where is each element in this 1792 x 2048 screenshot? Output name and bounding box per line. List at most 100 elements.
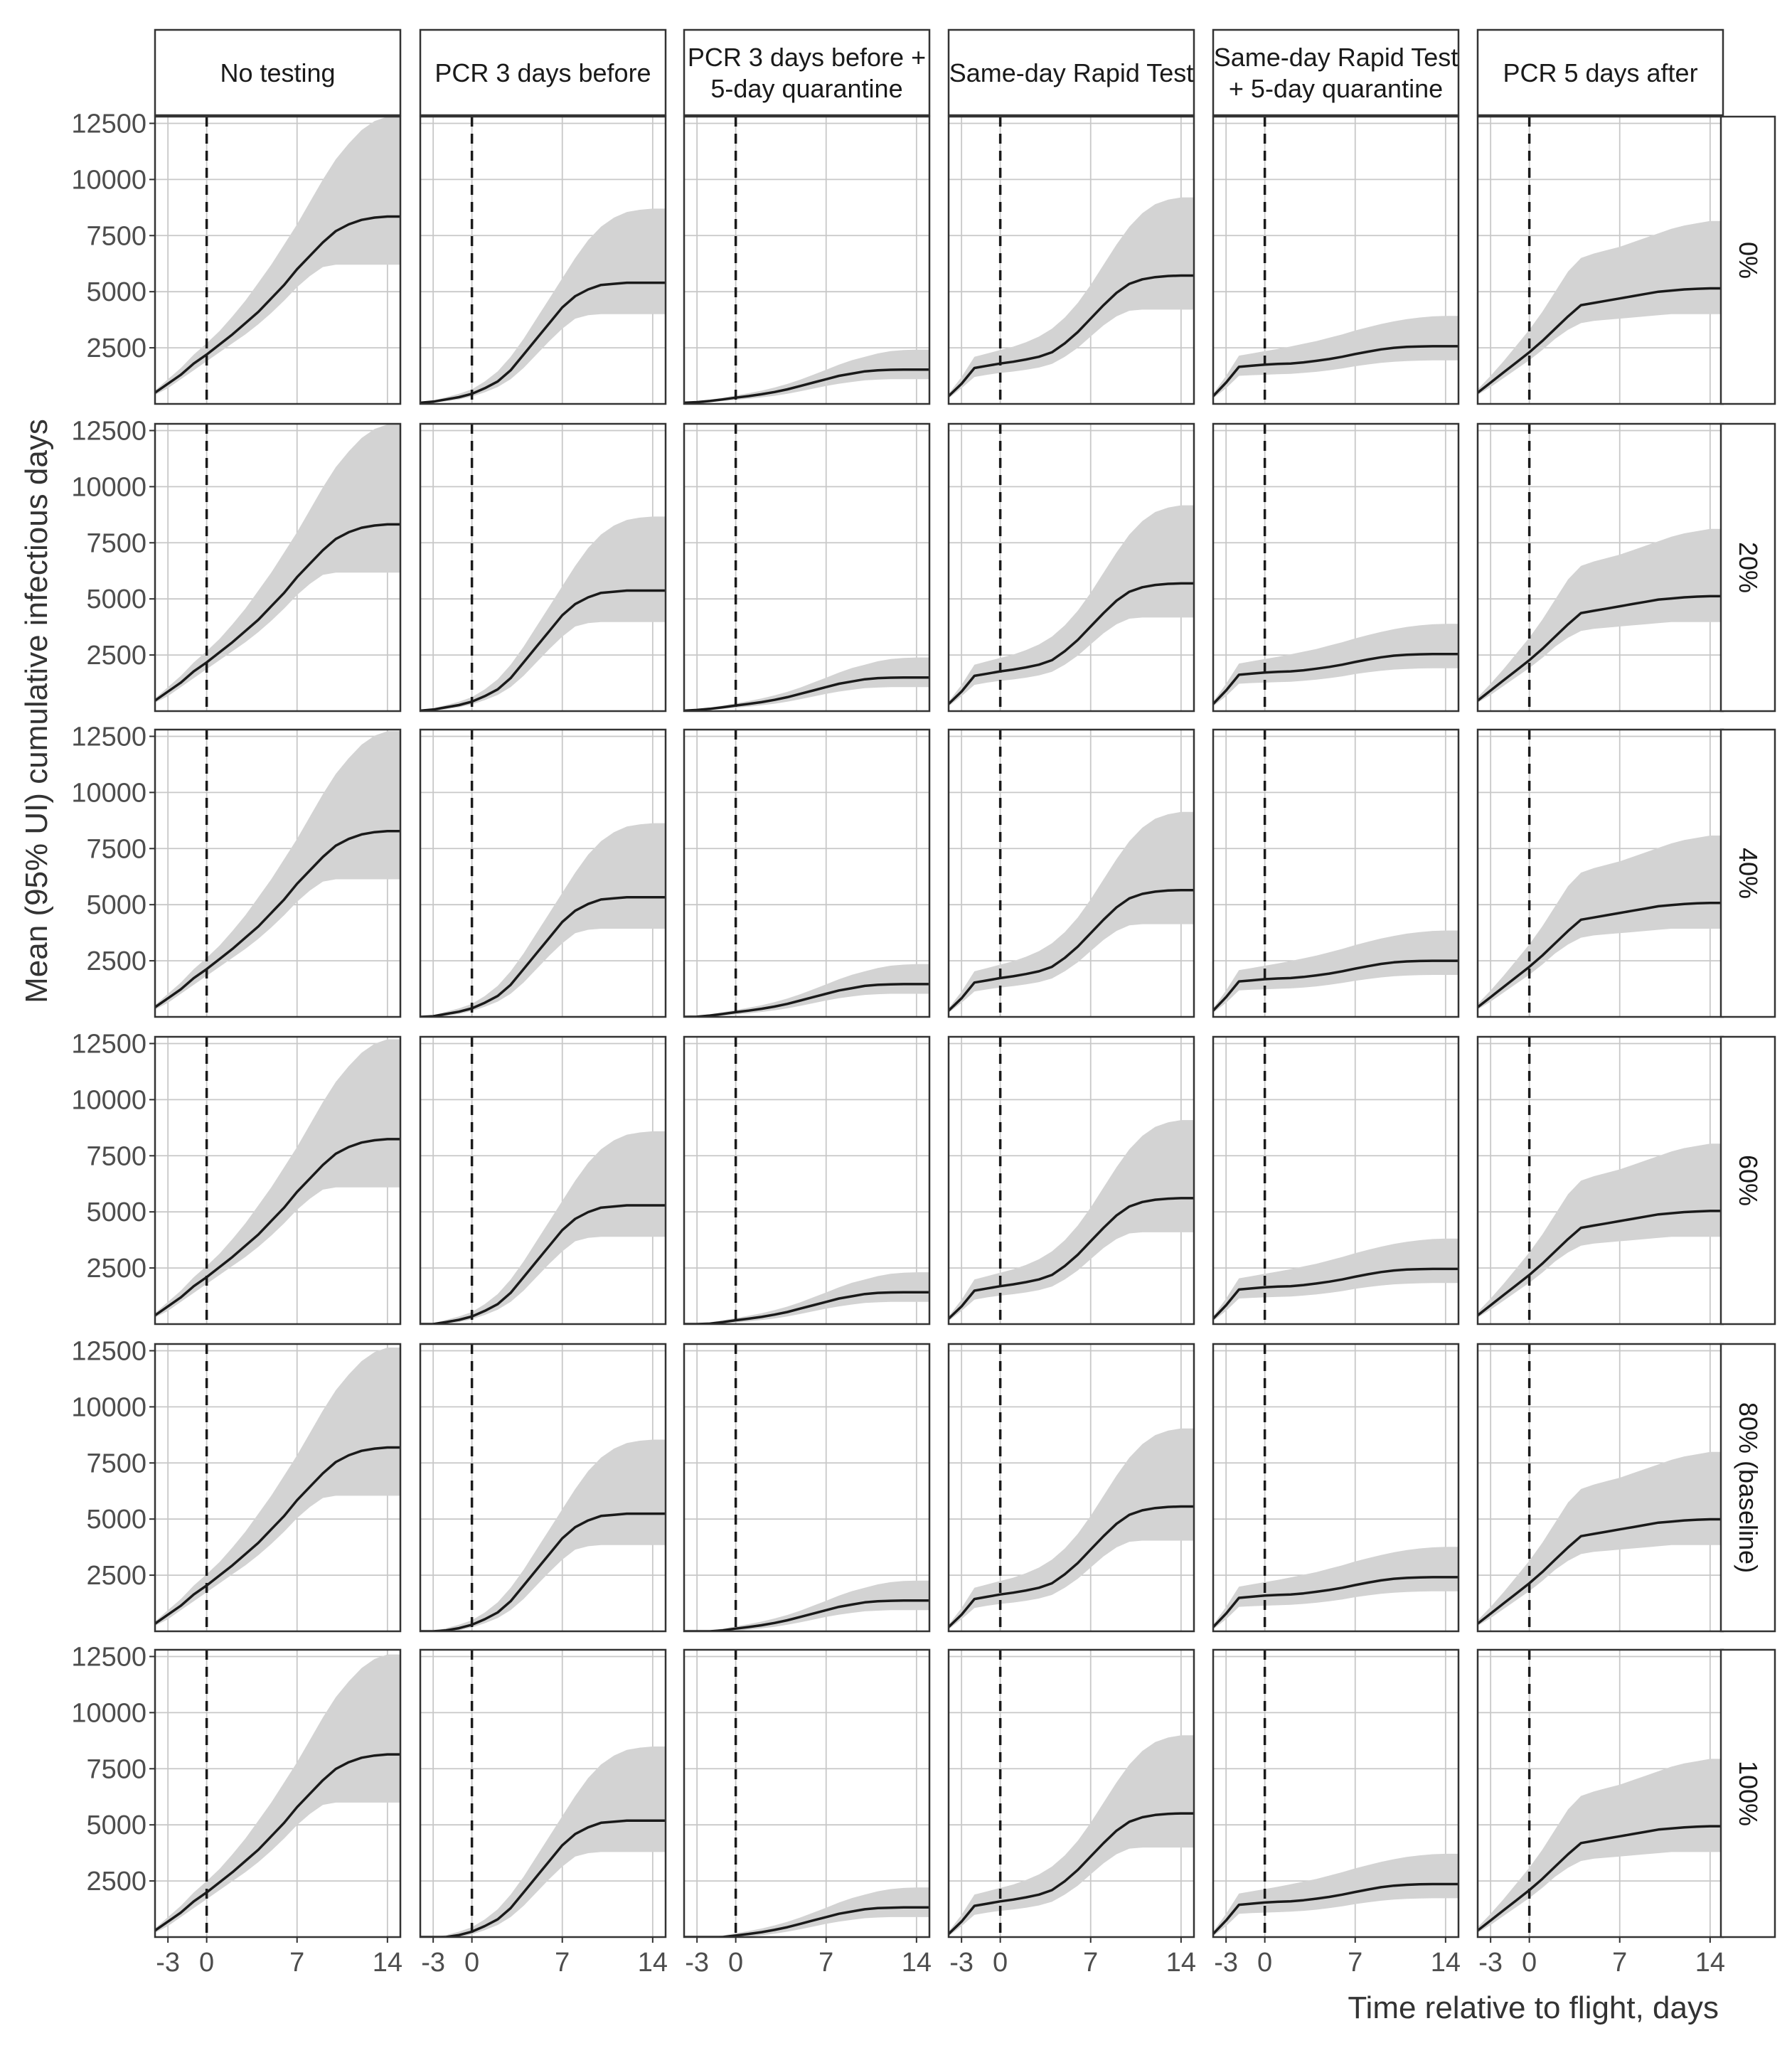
row-strip-label: 80% (baseline) — [1734, 1402, 1763, 1573]
y-tick-label: 2500 — [86, 1254, 146, 1284]
y-tick-label: 10000 — [71, 1392, 146, 1422]
uncertainty-band — [949, 811, 1194, 1013]
panel — [154, 115, 402, 405]
y-tick-label: 5000 — [86, 585, 146, 614]
y-tick-label: 7500 — [86, 1449, 146, 1478]
uncertainty-band — [1478, 1759, 1723, 1933]
panel — [154, 422, 402, 713]
mean-line — [155, 829, 400, 1008]
mean-line — [420, 1819, 666, 1937]
y-tick-label: 12500 — [71, 1029, 146, 1059]
y-tick-label: 5000 — [86, 277, 146, 307]
panel — [683, 115, 931, 405]
panel — [154, 728, 402, 1018]
mean-line — [949, 1197, 1194, 1320]
uncertainty-band — [155, 424, 400, 703]
uncertainty-band — [949, 505, 1194, 707]
panel-border — [947, 1343, 1195, 1633]
column-strip-label: + 5-day quarantine — [1229, 74, 1443, 103]
panel — [1212, 422, 1460, 713]
uncertainty-band — [155, 117, 400, 395]
panel — [1212, 115, 1460, 405]
panel-border — [1212, 422, 1460, 713]
y-tick-label: 12500 — [71, 1336, 146, 1366]
uncertainty-band — [684, 349, 929, 404]
mean-line — [684, 1599, 929, 1631]
column-strip — [1212, 28, 1460, 117]
panel — [419, 1648, 667, 1938]
x-tick-label: 14 — [638, 1948, 668, 1978]
panel-border — [419, 115, 667, 405]
panel-border — [947, 1035, 1195, 1326]
mean-line — [420, 281, 666, 404]
panel-border — [154, 115, 402, 405]
uncertainty-band — [155, 731, 400, 1010]
column-strip — [154, 28, 402, 117]
column-strip — [1476, 28, 1724, 117]
panel-border — [683, 1035, 931, 1326]
mean-line — [420, 896, 666, 1017]
panels-layer — [154, 115, 1724, 1938]
row-strip-label: 0% — [1734, 242, 1763, 279]
y-tick-label: 10000 — [71, 1698, 146, 1728]
x-tick-label: 0 — [464, 1948, 479, 1978]
y-tick-label: 12500 — [71, 416, 146, 446]
uncertainty-band — [949, 197, 1194, 399]
panel-background — [684, 1650, 929, 1937]
panel — [947, 422, 1195, 713]
x-tick-label: 7 — [1612, 1948, 1627, 1978]
panel — [1476, 1343, 1724, 1633]
y-tick-label: 10000 — [71, 472, 146, 502]
mean-line — [1478, 901, 1723, 1008]
panel — [419, 728, 667, 1018]
uncertainty-band — [1478, 220, 1723, 395]
y-tick-label: 5000 — [86, 890, 146, 920]
mean-line — [420, 589, 666, 711]
mean-line — [1213, 1882, 1458, 1935]
x-tick-label: 14 — [902, 1948, 932, 1978]
x-tick-label: -3 — [421, 1948, 445, 1978]
x-tick-label: 7 — [555, 1948, 570, 1978]
panel-border — [154, 1035, 402, 1326]
x-tick-label: 7 — [289, 1948, 304, 1978]
mean-line — [949, 888, 1194, 1012]
x-tick-label: -3 — [949, 1948, 974, 1978]
mean-line — [1478, 594, 1723, 702]
column-strip — [683, 28, 931, 117]
uncertainty-band — [1478, 528, 1723, 703]
panel — [154, 1035, 402, 1326]
x-tick-label: -3 — [1478, 1948, 1503, 1978]
column-strip-label: 5-day quarantine — [710, 74, 902, 103]
panel — [683, 728, 931, 1018]
panel — [419, 115, 667, 405]
panel — [419, 422, 667, 713]
panel — [1212, 1035, 1460, 1326]
y-tick-label: 2500 — [86, 946, 146, 976]
y-tick-label: 12500 — [71, 1642, 146, 1672]
panel — [1476, 728, 1724, 1018]
panel-border — [154, 422, 402, 713]
x-tick-label: 0 — [199, 1948, 214, 1978]
y-tick-label: 5000 — [86, 1810, 146, 1840]
panel — [683, 1648, 931, 1938]
panel — [683, 1035, 931, 1326]
x-tick-label: -3 — [685, 1948, 709, 1978]
uncertainty-band — [684, 1272, 929, 1324]
mean-line — [1213, 1576, 1458, 1628]
panel — [1476, 422, 1724, 713]
mean-line — [420, 1512, 666, 1631]
mean-line — [1478, 1210, 1723, 1317]
mean-line — [1213, 1267, 1458, 1320]
column-strip — [947, 28, 1195, 117]
column-strip-label: Same-day Rapid Test — [949, 58, 1194, 87]
y-tick-label: 7500 — [86, 834, 146, 864]
y-tick-label: 10000 — [71, 165, 146, 195]
column-strip — [419, 28, 667, 117]
uncertainty-band — [420, 1439, 666, 1631]
mean-line — [420, 1204, 666, 1324]
panel — [419, 1343, 667, 1633]
mean-line — [1213, 653, 1458, 705]
panel — [1212, 1343, 1460, 1633]
column-strip-label: No testing — [220, 58, 335, 87]
